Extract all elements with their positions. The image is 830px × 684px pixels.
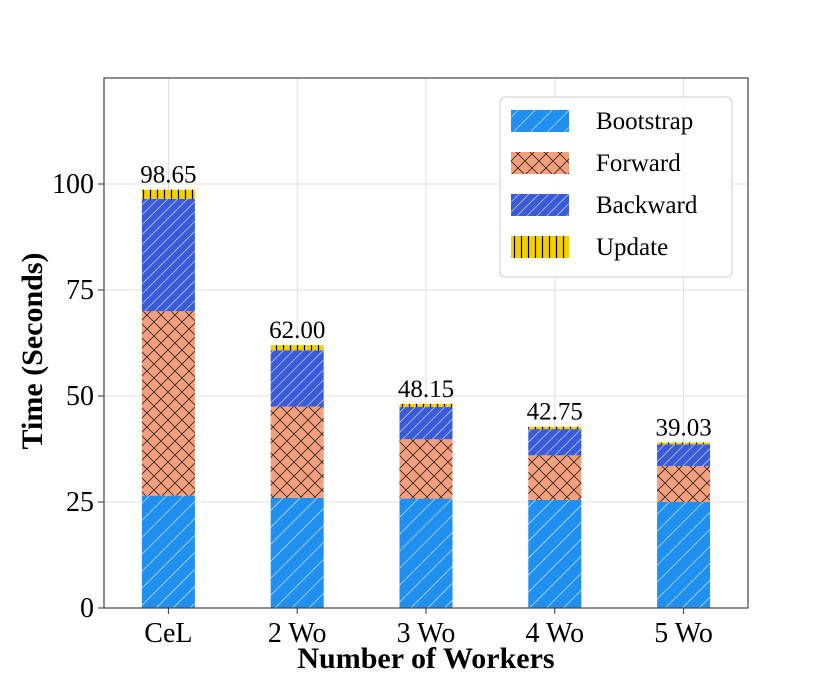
bar-backward-1-hatch <box>141 198 195 312</box>
axes: 0 25 50 75 100 CeL 2 Wo 3 Wo 4 Wo 5 Wo <box>52 169 713 649</box>
bar-total-label: 48.15 <box>398 376 454 403</box>
legend: Bootstrap Forward Backward Update <box>499 96 733 278</box>
bar-forward-1-hatch <box>141 311 195 496</box>
bar-total-label: 98.65 <box>140 162 196 189</box>
legend-label-update: Update <box>596 234 668 261</box>
bar-update-2-hatch <box>270 345 324 351</box>
legend-swatch-backward-hatch <box>511 194 569 216</box>
y-tick-label: 75 <box>66 275 94 306</box>
x-tick-label: 5 Wo <box>654 618 713 649</box>
bar-forward-2-hatch <box>270 406 324 498</box>
bar-backward-5-hatch <box>657 444 711 466</box>
x-tick-label: CeL <box>144 618 192 649</box>
bar-backward-3-hatch <box>399 407 453 440</box>
bar-forward-3-hatch <box>399 439 453 499</box>
data-labels: 98.65 62.00 48.15 42.75 39.03 <box>140 162 711 442</box>
bar-bootstrap-1-hatch <box>141 495 195 608</box>
bar-update-3-hatch <box>399 403 453 408</box>
bar-bootstrap-2-hatch <box>270 497 324 608</box>
y-tick-label: 0 <box>80 593 94 624</box>
legend-box <box>499 96 733 278</box>
y-axis-title: Time (Seconds) <box>16 253 49 450</box>
y-tick-label: 100 <box>52 169 94 200</box>
bars <box>141 189 711 608</box>
bar-forward-4-hatch <box>528 455 582 500</box>
bar-forward-5-hatch <box>657 465 711 502</box>
x-axis-title: Number of Workers <box>297 642 554 675</box>
x-tick-label: 2 Wo <box>268 618 327 649</box>
bar-update-1-hatch <box>141 189 195 199</box>
x-tick-label: 3 Wo <box>397 618 456 649</box>
bar-total-label: 62.00 <box>269 317 325 344</box>
bar-bootstrap-3-hatch <box>399 498 453 608</box>
bar-total-label: 42.75 <box>527 399 583 426</box>
legend-label-bootstrap: Bootstrap <box>596 108 693 135</box>
legend-swatch-forward-hatch <box>511 152 569 174</box>
legend-swatch-bootstrap-hatch <box>511 110 569 132</box>
x-tick-label: 4 Wo <box>525 618 584 649</box>
legend-swatch-update-hatch <box>511 236 569 258</box>
bar-backward-4-hatch <box>528 429 582 456</box>
legend-label-forward: Forward <box>596 150 681 177</box>
bar-update-4-hatch <box>528 426 582 430</box>
bar-bootstrap-5-hatch <box>657 502 711 608</box>
bar-update-5-hatch <box>657 442 711 445</box>
bar-bootstrap-4-hatch <box>528 499 582 608</box>
bar-backward-2-hatch <box>270 350 324 407</box>
legend-label-backward: Backward <box>596 192 698 219</box>
bar-total-label: 39.03 <box>655 415 711 442</box>
y-tick-label: 25 <box>66 487 94 518</box>
y-tick-label: 50 <box>66 381 94 412</box>
